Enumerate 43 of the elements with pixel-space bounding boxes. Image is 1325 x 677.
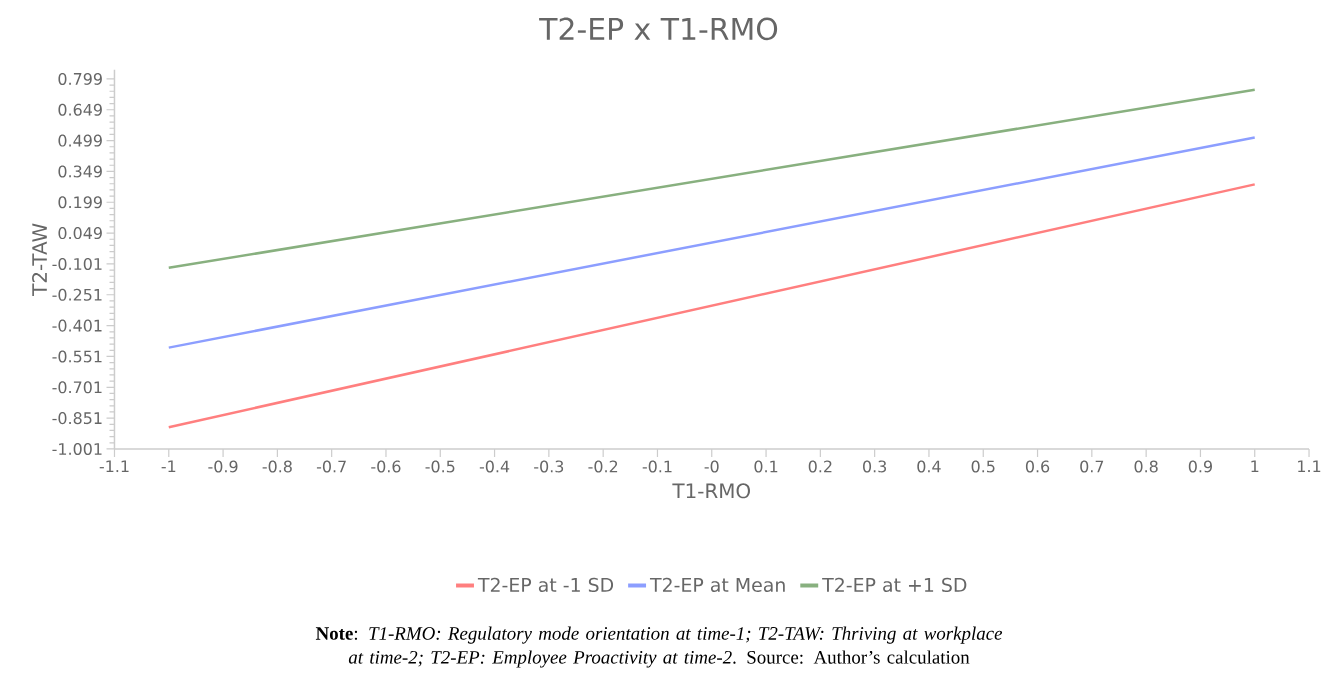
- x-tick-label: 0.8: [1134, 460, 1158, 473]
- x-tick-label: 0.1: [754, 460, 778, 473]
- legend-label: T2-EP at -1 SD: [477, 577, 614, 593]
- x-tick-label: 0.2: [808, 460, 832, 473]
- y-tick-label: 0.499: [58, 134, 102, 147]
- x-tick-label: -0.8: [262, 460, 292, 473]
- x-tick-label: -1: [161, 460, 176, 473]
- x-axis-title: T1-RMO: [672, 483, 750, 499]
- x-tick-label: 0.6: [1025, 460, 1050, 473]
- y-tick-label: -0.701: [52, 381, 102, 394]
- x-tick-label: 0.3: [863, 460, 887, 473]
- y-tick-label: -1.001: [52, 442, 102, 456]
- x-tick-label: -0.2: [588, 460, 618, 473]
- text: Note: T1-RMO: Regulatory mode orientation at time-1; T2-TAW: Thriving at workplace at time-2; T2-EP: Employee Proactivity at time-2. Source: Author’s calculation: [315, 626, 1003, 668]
- legend-label: T2-EP at +1 SD: [822, 577, 967, 593]
- y-tick-label: -0.851: [52, 412, 102, 425]
- x-tick-label: 0.9: [1188, 460, 1212, 473]
- x-tick-label: -0.3: [534, 460, 564, 473]
- y-axis-title: T2-TAW: [32, 223, 47, 296]
- x-tick-label: 1.1: [1298, 460, 1321, 473]
- x-tick-label: 0.5: [971, 460, 995, 473]
- y-tick-label: -0.551: [52, 350, 102, 363]
- x-tick-label: 1: [1251, 460, 1259, 473]
- y-tick-label: 0.199: [58, 196, 102, 209]
- y-tick-label: 0.049: [58, 227, 102, 240]
- y-tick-label: 0.349: [58, 165, 102, 178]
- y-tick-label: -0.251: [52, 288, 102, 301]
- x-tick-label: -0.4: [479, 460, 510, 473]
- y-tick-label: -0.101: [52, 257, 102, 270]
- x-tick-label: -0: [704, 460, 719, 473]
- y-tick-label: -0.401: [52, 319, 102, 332]
- chart-title: T2-EP x T1-RMO: [539, 17, 778, 41]
- legend-label: T2-EP at Mean: [649, 577, 785, 593]
- y-tick-label: 0.799: [58, 72, 102, 85]
- x-tick-label: -0.9: [208, 460, 238, 473]
- x-tick-label: -0.5: [425, 460, 455, 473]
- x-tick-label: 0.4: [917, 460, 941, 473]
- x-tick-label: -0.7: [316, 460, 346, 473]
- x-tick-label: -1.1: [99, 460, 129, 473]
- x-tick-label: -0.1: [642, 460, 672, 473]
- x-tick-label: 0.7: [1080, 460, 1104, 473]
- x-tick-label: -0.6: [371, 460, 401, 473]
- y-tick-label: 0.649: [58, 103, 102, 116]
